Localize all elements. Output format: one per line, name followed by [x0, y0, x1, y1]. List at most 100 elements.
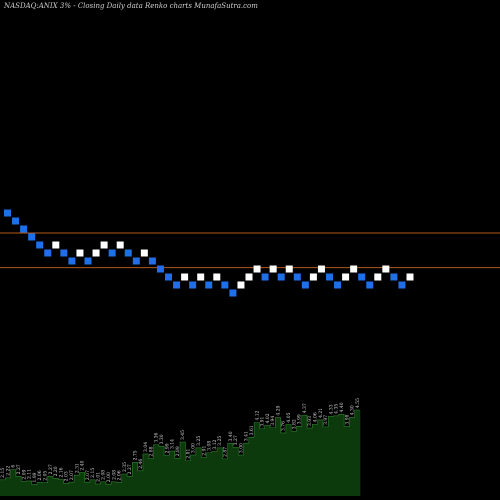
volume-label: 3.97: [323, 415, 329, 425]
volume-bar: [301, 415, 308, 496]
renko-brick-down: [4, 209, 11, 217]
volume-label: 4.12: [254, 410, 260, 420]
volume-label: 2.27: [16, 464, 22, 474]
volume-label: 3.91: [260, 416, 266, 426]
volume-label: 3.61: [249, 425, 255, 435]
volume-label: 3.40: [228, 431, 234, 441]
volume-bar: [185, 460, 191, 496]
volume-label: 3.04: [143, 442, 149, 452]
volume-bar: [333, 415, 340, 496]
renko-brick-down: [44, 249, 52, 257]
volume-bar: [354, 410, 361, 496]
volume-bar: [254, 422, 260, 496]
volume-label: 2.20: [53, 466, 59, 476]
volume-label: 3.98: [344, 414, 350, 424]
volume-label: 2.87: [223, 447, 229, 457]
volume-label: 3.45: [180, 430, 186, 440]
renko-brick-down: [108, 249, 116, 257]
renko-brick-up: [309, 273, 317, 281]
volume-bar: [52, 478, 59, 496]
renko-bricks: [4, 209, 414, 297]
volume-bar: [142, 453, 149, 496]
renko-brick-down: [366, 281, 374, 289]
renko-brick-down: [148, 257, 156, 265]
volume-label: 2.07: [85, 470, 91, 480]
reference-lines: [0, 232, 500, 269]
renko-brick-up: [213, 273, 221, 281]
volume-bar: [153, 444, 160, 496]
volume-bar: [270, 427, 276, 496]
volume-bar: [222, 458, 228, 496]
volume-bar: [164, 455, 170, 496]
volume-label: 4.55: [355, 398, 361, 408]
volume-label: 2.46: [138, 459, 144, 469]
volume-label: 3.76: [281, 421, 287, 431]
volume-label: 3.36: [154, 432, 160, 442]
volume-label: 2.07: [69, 470, 75, 480]
volume-bar: [90, 479, 96, 496]
volume-bar: [121, 474, 128, 496]
volume-label: 4.29: [275, 405, 281, 415]
renko-brick-down: [132, 257, 140, 265]
renko-brick-down: [173, 281, 181, 289]
volume-bar: [190, 455, 197, 496]
renko-brick-up: [269, 265, 277, 273]
volume-label: 2.88: [148, 446, 154, 456]
volume-bar: [291, 431, 297, 496]
volume-label: 2.15: [90, 468, 96, 478]
volume-bar: [21, 481, 27, 496]
volume-bar: [201, 457, 207, 496]
volume-label: 2.27: [127, 464, 133, 474]
volume-label: 4.05: [286, 412, 292, 422]
volume-label: 6: [11, 465, 17, 468]
renko-brick-up: [342, 273, 350, 281]
volume-label: 2.11: [27, 469, 33, 479]
renko-brick-down: [293, 273, 301, 281]
volume-label: 4.30: [350, 405, 356, 415]
renko-brick-down: [326, 273, 333, 281]
chart-title: NASDAQ:ANIX 3% - Closing Daily data Renk…: [3, 2, 258, 10]
volume-label: 3.27: [233, 435, 239, 445]
volume-bar: [259, 428, 265, 496]
volume-label: 2.05: [43, 471, 49, 481]
volume-bar: [74, 475, 80, 496]
volume-bar: [285, 424, 292, 496]
volume-label: 3.94: [270, 416, 276, 426]
renko-brick-down: [20, 225, 28, 233]
volume-bar: [206, 452, 213, 496]
volume-bar: [68, 482, 75, 496]
renko-brick-up: [237, 281, 245, 289]
renko-brick-down: [398, 281, 406, 289]
volume-bar: [307, 428, 313, 496]
volume-label: 4.37: [302, 403, 308, 413]
volume-outline: [0, 409, 360, 485]
volume-bar: [137, 470, 144, 496]
renko-brick-up: [100, 241, 108, 249]
renko-brick-down: [205, 281, 213, 289]
volume-label: 3.08: [207, 441, 213, 451]
volume-label: 2.08: [111, 470, 117, 480]
volume-bar: [127, 476, 133, 496]
volume-bar: [169, 451, 175, 496]
volume-bar: [42, 482, 48, 496]
volume-bar: [148, 458, 154, 496]
volume-bar: [132, 462, 138, 496]
volume-bar: [37, 482, 43, 496]
volume-label: 3.25: [196, 436, 202, 446]
volume-label: 2.35: [122, 462, 128, 472]
renko-brick-down: [301, 281, 309, 289]
volume-label: 3.93: [307, 416, 313, 426]
volume-bar: [322, 426, 329, 496]
volume-bar: [317, 419, 324, 496]
volume-bar: [0, 479, 6, 496]
renko-brick-down: [261, 273, 269, 281]
volume-bar: [338, 414, 345, 496]
volume-bar: [10, 469, 17, 496]
volume-label: 2.27: [48, 464, 54, 474]
volume-label: 2.03: [64, 471, 70, 481]
volume-label: 3.12: [212, 439, 218, 449]
volume-label: 2.75: [133, 450, 139, 460]
volume-bar: [100, 481, 107, 496]
volume-label: 2.89: [175, 446, 181, 456]
